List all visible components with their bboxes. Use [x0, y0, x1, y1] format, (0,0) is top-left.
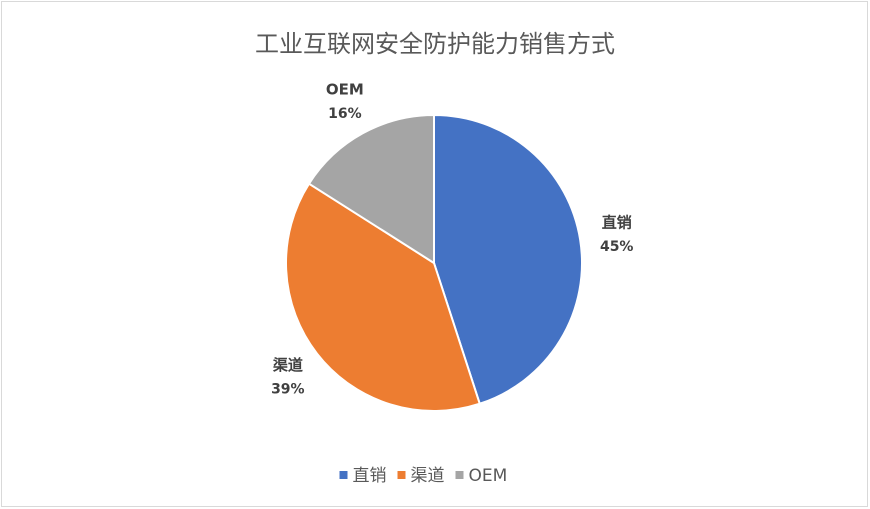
data-label-category: 直销	[602, 214, 632, 232]
data-label-value: 39%	[271, 381, 305, 397]
legend-swatch	[339, 471, 348, 479]
pie-slice	[285, 182, 481, 412]
data-label-value: 45%	[600, 239, 634, 255]
chart-title: 工业互联网安全防护能力销售方式	[255, 30, 615, 58]
pie-slice	[307, 113, 435, 265]
data-label-category: 渠道	[273, 356, 303, 374]
legend-label: 直销	[353, 466, 387, 486]
legend-label: 渠道	[411, 466, 445, 486]
legend-label: OEM	[469, 466, 508, 486]
legend-swatch	[397, 471, 406, 479]
pie-slice	[433, 113, 583, 406]
legend-swatch	[455, 471, 464, 479]
data-label-category: OEM	[326, 80, 364, 98]
data-label-value: 16%	[328, 106, 362, 122]
